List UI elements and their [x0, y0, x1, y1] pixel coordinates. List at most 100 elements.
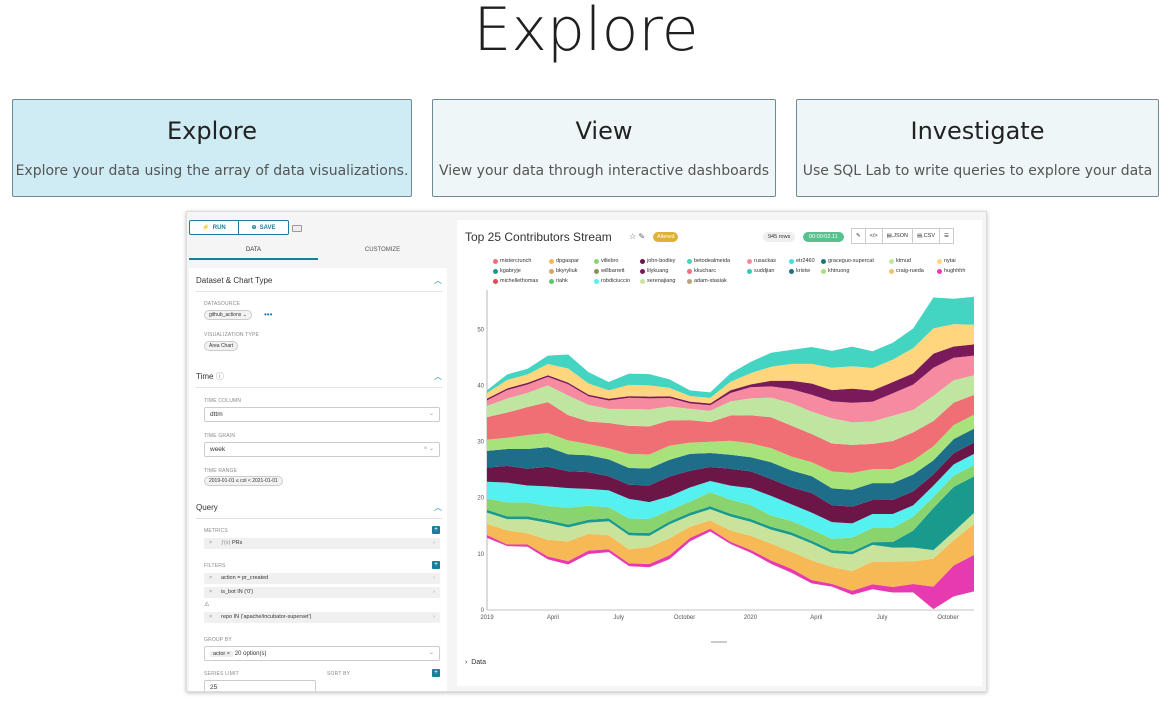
stream-band: [487, 453, 974, 539]
link-icon[interactable]: ✎: [851, 228, 866, 244]
x-tick-label: October: [937, 615, 958, 621]
save-button[interactable]: ⊕ SAVE: [239, 220, 289, 235]
legend-item[interactable]: michellethomas: [493, 278, 538, 284]
clear-chevron-icon: × ⌄: [423, 446, 434, 452]
time-grain-select[interactable]: week × ⌄: [204, 442, 440, 457]
legend-item[interactable]: mistercrunch: [493, 258, 531, 264]
json-button[interactable]: ▤.JSON: [881, 228, 913, 244]
legend-item[interactable]: hughhhh: [937, 268, 965, 274]
filter-item[interactable]: × repo IN ('apache/incubator-superset') ›: [204, 612, 440, 623]
investigate-card-description: Use SQL Lab to write queries to explore …: [802, 163, 1153, 179]
chevron-up-icon: ︿: [434, 503, 442, 512]
altered-badge[interactable]: Altered: [653, 232, 679, 242]
stream-band: [487, 509, 974, 572]
metrics-label: METRICS: [204, 528, 228, 534]
data-form: Dataset & Chart Type ︿ DATASOURCE github…: [189, 268, 447, 691]
time-column-select[interactable]: dttm ⌄: [204, 407, 440, 422]
legend-item[interactable]: betodealmeida: [687, 258, 730, 264]
legend-swatch: [937, 258, 942, 264]
time-range-pill[interactable]: 2019-01-01 ≤ col < 2021-01-01: [204, 476, 283, 486]
investigate-card[interactable]: Investigate Use SQL Lab to write queries…: [796, 99, 1159, 197]
legend-label: nytai: [944, 258, 956, 264]
more-options-icon[interactable]: •••: [264, 310, 273, 319]
metric-item[interactable]: × ƒ(x) PRs ›: [204, 538, 440, 549]
legend-label: rusackas: [754, 258, 777, 264]
legend-item[interactable]: bkyryliuk: [549, 268, 577, 274]
legend-item[interactable]: riahk: [549, 278, 568, 284]
legend-item[interactable]: nytai: [937, 258, 956, 264]
datasource-pill[interactable]: github_actions ⌄: [204, 310, 252, 320]
legend-item[interactable]: kkucharc: [687, 268, 716, 274]
tab-data[interactable]: DATA: [189, 240, 318, 260]
code-icon[interactable]: </>: [864, 228, 883, 244]
legend-label: michellethomas: [500, 278, 539, 284]
legend-item[interactable]: kristw: [789, 268, 810, 274]
dataset-section-header[interactable]: Dataset & Chart Type ︿: [196, 270, 442, 292]
view-card[interactable]: View View your data through interactive …: [432, 99, 776, 197]
data-section-toggle[interactable]: › Data: [465, 659, 486, 666]
legend-swatch: [549, 268, 554, 274]
stream-band: [487, 355, 974, 423]
stream-band: [487, 375, 974, 445]
legend-item[interactable]: craig-rueda: [889, 268, 924, 274]
legend-label: etr2460: [796, 258, 815, 264]
filter-value: action = pr_created: [221, 575, 269, 581]
filter-item[interactable]: × action = pr_created ›: [204, 573, 440, 584]
add-sort-button[interactable]: +: [432, 669, 440, 677]
legend-item[interactable]: rusackas: [747, 258, 776, 264]
chevron-up-icon: ︿: [434, 372, 442, 381]
legend-item[interactable]: suddjian: [747, 268, 775, 274]
add-filter-button[interactable]: +: [432, 561, 440, 569]
explore-card[interactable]: Explore Explore your data using the arra…: [12, 99, 412, 197]
explore-card-title: Explore: [166, 117, 258, 145]
legend-label: adam-stasiak: [694, 278, 727, 284]
legend-label: betodealmeida: [694, 258, 731, 264]
legend-label: ktmud: [896, 258, 911, 264]
add-metric-button[interactable]: +: [432, 526, 440, 534]
x-tick-label: 2020: [744, 615, 758, 621]
resize-handle[interactable]: [711, 641, 727, 643]
legend-item[interactable]: dpgaspar: [549, 258, 579, 264]
legend-label: suddjian: [754, 268, 775, 274]
stream-band: [487, 428, 974, 507]
datasource-label: DATASOURCE: [204, 301, 240, 307]
legend-item[interactable]: serenajiang: [640, 278, 675, 284]
legend-swatch: [789, 258, 794, 264]
legend-item[interactable]: etr2460: [789, 258, 815, 264]
series-limit-input[interactable]: 25: [204, 680, 316, 691]
menu-icon[interactable]: ☰: [939, 228, 954, 244]
legend-item[interactable]: adam-stasiak: [687, 278, 727, 284]
group-by-select[interactable]: actor × 20 option(s) ⌄: [204, 646, 440, 661]
query-section-header[interactable]: Query ︿: [196, 497, 442, 519]
viz-type-pill[interactable]: Area Chart: [204, 341, 239, 351]
legend-item[interactable]: ktmud: [889, 258, 911, 264]
filter-value: is_bot IN ('0'): [221, 589, 254, 595]
tab-customize[interactable]: CUSTOMIZE: [364, 247, 401, 253]
legend-swatch: [937, 268, 942, 274]
time-section-header[interactable]: Time ⓘ ︿: [196, 366, 442, 388]
legend-item[interactable]: robdiciuccio: [594, 278, 630, 284]
legend-item[interactable]: villebro: [594, 258, 618, 264]
csv-button[interactable]: ▤.CSV: [911, 228, 941, 244]
chart-title: Top 25 Contributors Stream: [465, 230, 612, 244]
legend-item[interactable]: willbarrett: [594, 268, 625, 274]
filter-item[interactable]: × is_bot IN ('0') ›: [204, 587, 440, 598]
chart-panel: Top 25 Contributors Stream ☆ ✎ Altered 9…: [457, 220, 982, 686]
toolbar: ⚡ RUN ⊕ SAVE: [189, 220, 289, 235]
legend-item[interactable]: graceguo-supercat: [821, 258, 874, 264]
y-tick-label: 40: [477, 383, 484, 389]
group-by-tag-text: actor: [213, 651, 226, 657]
legend-item[interactable]: kgabryje: [493, 268, 521, 274]
legend-item[interactable]: khtruong: [821, 268, 849, 274]
edit-icon[interactable]: ✎: [638, 232, 646, 241]
run-button[interactable]: ⚡ RUN: [189, 220, 239, 235]
legend-item[interactable]: john-bodley: [640, 258, 675, 264]
legend-swatch: [821, 258, 826, 264]
remove-icon: ×: [209, 589, 213, 595]
legend-item[interactable]: lilykuang: [640, 268, 668, 274]
keyboard-icon[interactable]: [292, 225, 302, 232]
legend-swatch: [821, 268, 826, 274]
investigate-card-title: Investigate: [910, 117, 1045, 145]
star-icon[interactable]: ☆: [629, 232, 637, 241]
legend-label: dpgaspar: [556, 258, 579, 264]
